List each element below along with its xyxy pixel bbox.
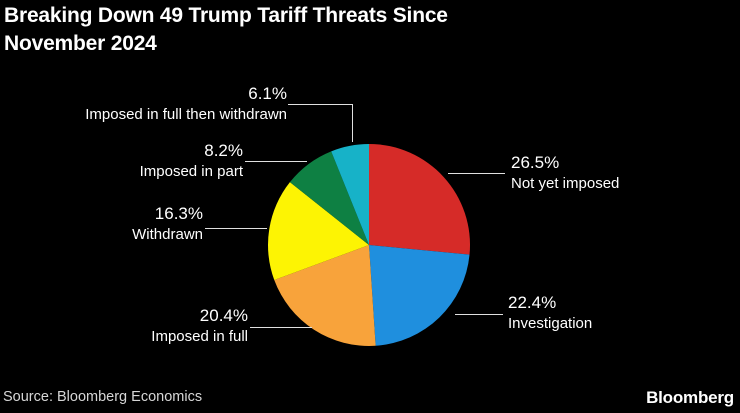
slice-name: Imposed in part <box>139 163 243 180</box>
pie-slices <box>268 143 471 347</box>
slice-pct: 8.2% <box>204 141 243 160</box>
chart-title: Breaking Down 49 Trump Tariff Threats Si… <box>4 2 448 58</box>
slice-pct: 22.4% <box>508 293 557 312</box>
slice-label-imposed-in-full-then-withdrawn: 6.1% Imposed in full then withdrawn <box>85 83 287 124</box>
pie-slice-investigation <box>369 245 470 346</box>
pie-slice-imposed-in-full <box>274 245 376 347</box>
slice-label-imposed-in-full: 20.4% Imposed in full <box>151 305 248 346</box>
source-note: Source: Bloomberg Economics <box>3 389 203 405</box>
bloomberg-logo: Bloomberg <box>646 388 734 407</box>
slice-name: Imposed in full <box>151 328 248 345</box>
chart-title-line2: November 2024 <box>4 32 157 55</box>
slice-label-investigation: 22.4% Investigation <box>508 292 592 333</box>
slice-name: Withdrawn <box>132 226 203 243</box>
pie-slice-withdrawn <box>268 182 369 280</box>
slice-name: Investigation <box>508 315 593 332</box>
slice-pct: 16.3% <box>154 204 203 223</box>
slice-name: Not yet imposed <box>511 175 620 192</box>
chart-title-line1: Breaking Down 49 Trump Tariff Threats Si… <box>4 4 448 27</box>
pie-slice-not-yet-imposed <box>369 143 471 255</box>
slice-name: Imposed in full then withdrawn <box>85 106 287 123</box>
pie-slice-imposed-in-part <box>289 151 369 245</box>
slice-label-not-yet-imposed: 26.5% Not yet imposed <box>511 152 619 193</box>
leader-lines <box>205 104 505 328</box>
slice-pct: 6.1% <box>248 84 287 103</box>
leader-line-imposed-in-full-then-withdrawn <box>288 104 353 142</box>
slice-pct: 26.5% <box>511 153 560 172</box>
pie-slice-imposed-in-full-then-withdrawn <box>331 144 369 245</box>
slice-label-imposed-in-part: 8.2% Imposed in part <box>140 140 243 181</box>
slice-label-withdrawn: 16.3% Withdrawn <box>132 203 203 244</box>
slice-pct: 20.4% <box>199 306 248 325</box>
